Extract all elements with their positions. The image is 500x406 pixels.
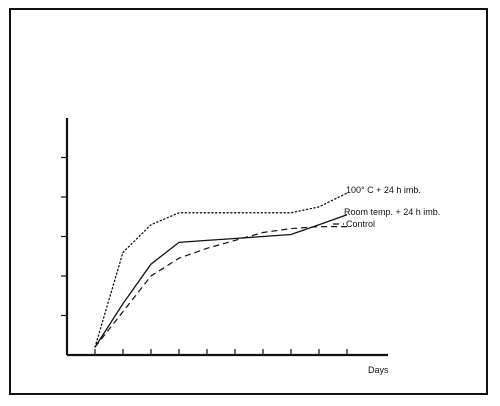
series-labels: 100° C + 24 h imb. Room temp. + 24 h imb.…	[333, 185, 440, 229]
series-line-2	[94, 214, 348, 348]
series-line-3	[94, 226, 347, 348]
series-label-1: 100° C + 24 h imb.	[346, 185, 421, 195]
series-line-1	[94, 192, 348, 348]
x-axis-label: Days	[368, 365, 389, 375]
series-layer	[94, 192, 348, 348]
series-label-2: Room temp. + 24 h imb.	[344, 207, 440, 217]
figure-frame	[9, 8, 488, 395]
series-label-3: Control	[346, 219, 375, 229]
